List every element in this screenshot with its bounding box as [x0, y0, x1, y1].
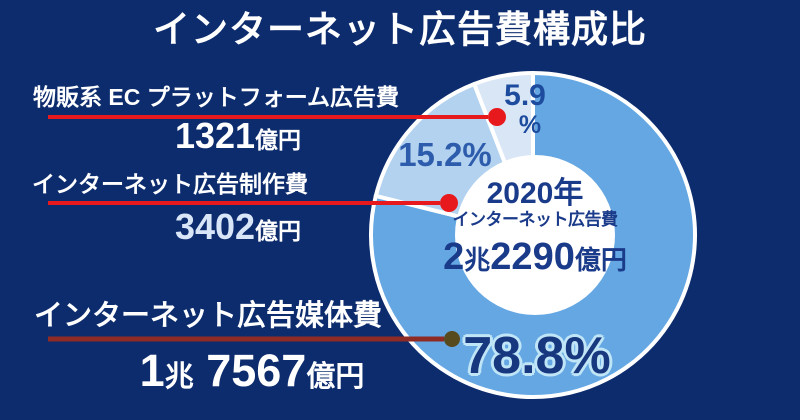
- page-title: インターネット広告費構成比: [153, 9, 647, 50]
- percent-number: 5.9: [504, 79, 546, 112]
- value-unit: 兆: [164, 361, 194, 393]
- donut-hole: [455, 155, 615, 315]
- chart-center-total: 2兆2290億円: [415, 238, 655, 276]
- slice-percent-ec-platform: 5.9 %: [492, 81, 558, 138]
- slice-percent-media: 78.8%: [463, 327, 611, 385]
- callout-value-media: 1兆 7567億円: [40, 348, 464, 393]
- chart-center-year: 2020年: [486, 177, 584, 210]
- chart-center-label: インターネット広告費: [452, 210, 619, 229]
- value-unit: 兆: [464, 245, 491, 275]
- callout-leader-lines: [48, 108, 506, 347]
- value-number: 1: [139, 345, 165, 396]
- callout-label-production: インターネット広告制作費: [32, 171, 308, 197]
- value-unit: 億円: [306, 361, 365, 393]
- callout-label-media: インターネット広告媒体費: [33, 300, 382, 332]
- value-number: 1321: [174, 115, 256, 156]
- callout-value-production: 3402億円: [40, 209, 436, 245]
- leader-line-production-dot: [440, 194, 458, 212]
- callout-label-ec-platform: 物販系 EC プラットフォーム広告費: [32, 84, 400, 110]
- leader-line-ec-platform-dot: [488, 108, 506, 126]
- value-number: 2290: [490, 236, 575, 278]
- value-number: 3402: [174, 206, 256, 247]
- value-number: 7567: [206, 345, 307, 396]
- value-unit: 億円: [255, 127, 302, 153]
- slice-percent-production: 15.2%: [398, 136, 492, 173]
- value-unit: 億円: [574, 245, 627, 275]
- leader-line-media-dot: [444, 331, 460, 347]
- callout-value-ec-platform: 1321億円: [40, 118, 436, 154]
- value-number: 2: [443, 236, 465, 278]
- value-unit: 億円: [255, 218, 302, 244]
- percent-sign: %: [518, 111, 542, 139]
